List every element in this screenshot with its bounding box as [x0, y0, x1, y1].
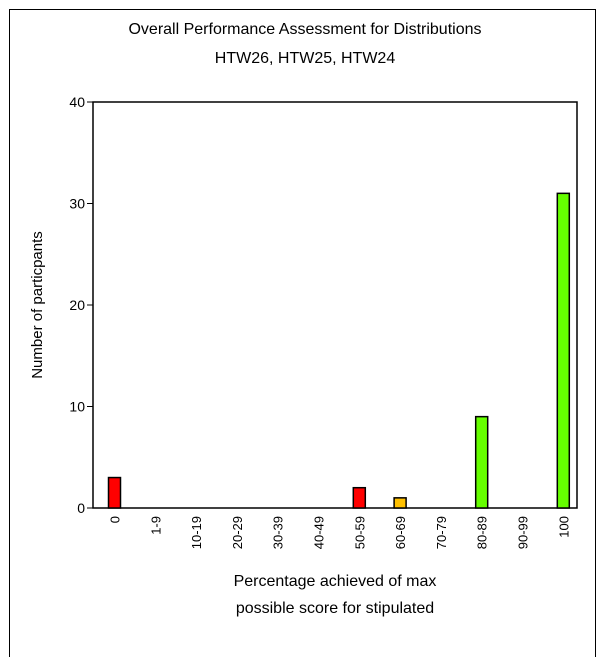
y-tick-label: 0	[77, 500, 85, 516]
y-tick-label: 40	[69, 94, 85, 110]
y-tick-label: 20	[69, 297, 85, 313]
chart-title: Overall Performance Assessment for Distr…	[128, 21, 481, 38]
x-axis: 0 1-9 10-19 20-29 30-39 40-49 50-59 60-69 70-79 8…	[108, 516, 572, 549]
x-tick-label: 10-19	[189, 516, 204, 549]
x-tick-label: 1-9	[148, 516, 163, 535]
y-tick-label: 10	[69, 399, 85, 415]
x-tick-label: 50-59	[352, 516, 367, 549]
x-tick-label: 100	[556, 516, 571, 538]
x-tick-label: 20-29	[230, 516, 245, 549]
y-axis: 0 10 20 30 40	[69, 94, 93, 516]
chart-subtitle: HTW26, HTW25, HTW24	[215, 50, 396, 67]
bar-0	[107, 476, 122, 509]
x-tick-label: 70-79	[434, 516, 449, 549]
y-tick-label: 30	[69, 196, 85, 212]
x-axis-label-line-2: possible score for stipulated	[236, 600, 434, 617]
bar-80-89	[474, 415, 489, 509]
plot-area	[92, 101, 578, 509]
x-tick-label: 80-89	[475, 516, 490, 549]
x-tick-label: 30-39	[271, 516, 286, 549]
bars	[107, 192, 571, 509]
x-axis-label-line-1: Percentage achieved of max	[234, 573, 437, 590]
x-tick-label: 90-99	[516, 516, 531, 549]
bar-60-69	[393, 497, 407, 509]
chart-frame	[9, 9, 596, 657]
y-axis-label: Number of particpants	[29, 231, 46, 379]
bar-100	[556, 192, 571, 509]
bar-50-59	[352, 486, 367, 509]
x-tick-label: 40-49	[312, 516, 327, 549]
x-tick-label: 60-69	[393, 516, 408, 549]
x-tick-label: 0	[108, 516, 123, 523]
